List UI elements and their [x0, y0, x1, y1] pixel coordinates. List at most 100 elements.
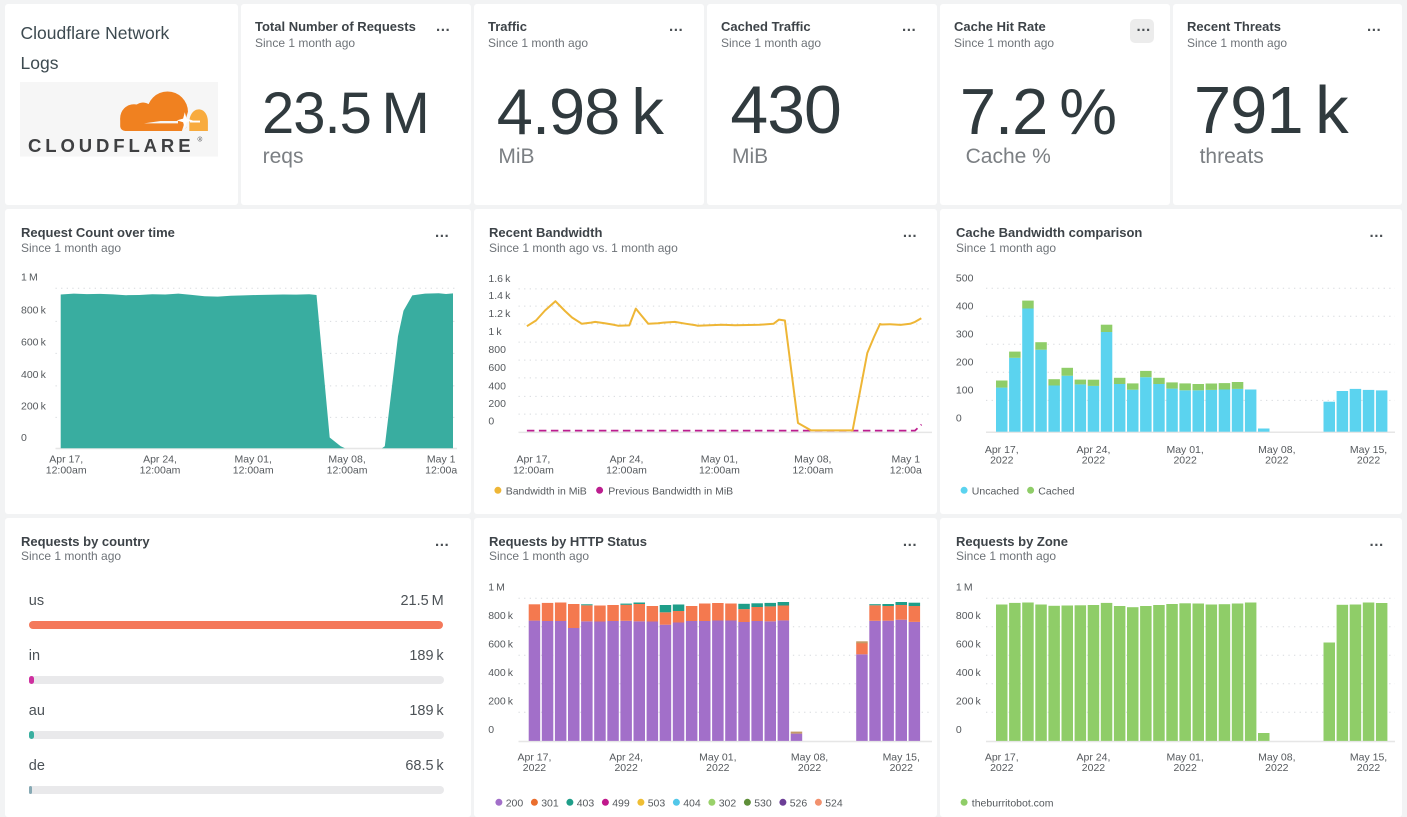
svg-text:Uncached: Uncached: [972, 486, 1019, 498]
svg-text:Apr 17,: Apr 17,: [985, 444, 1019, 456]
svg-text:May 08,: May 08,: [791, 752, 828, 764]
svg-text:May 08,: May 08,: [1258, 752, 1295, 764]
svg-text:May 01,: May 01,: [701, 454, 738, 466]
svg-text:600 k: 600 k: [21, 337, 47, 349]
svg-text:2022: 2022: [706, 762, 730, 774]
svg-text:1 M: 1 M: [488, 582, 505, 594]
svg-text:May 1: May 1: [892, 454, 921, 466]
svg-text:400 k: 400 k: [21, 369, 47, 381]
svg-text:theburritobot.com: theburritobot.com: [972, 798, 1054, 810]
svg-text:2022: 2022: [523, 762, 547, 774]
svg-text:500: 500: [956, 272, 974, 284]
svg-text:12:00am: 12:00am: [327, 465, 368, 477]
svg-text:2022: 2022: [990, 762, 1014, 774]
svg-text:526: 526: [790, 798, 808, 810]
svg-text:800 k: 800 k: [956, 610, 982, 622]
svg-text:12:00am: 12:00am: [140, 465, 181, 477]
svg-text:2022: 2022: [890, 762, 914, 774]
svg-text:503: 503: [648, 798, 666, 810]
svg-text:2022: 2022: [1357, 762, 1381, 774]
svg-text:12:00am: 12:00am: [699, 465, 740, 477]
svg-text:Apr 24,: Apr 24,: [1077, 444, 1111, 456]
svg-text:0: 0: [956, 413, 962, 425]
svg-text:May 08,: May 08,: [328, 454, 365, 466]
svg-text:200: 200: [506, 798, 524, 810]
svg-text:404: 404: [683, 798, 701, 810]
svg-text:2022: 2022: [1357, 454, 1381, 466]
svg-text:2022: 2022: [1173, 454, 1197, 466]
svg-text:2022: 2022: [1265, 762, 1289, 774]
svg-text:12:00am: 12:00am: [606, 465, 647, 477]
svg-text:May 01,: May 01,: [699, 752, 736, 764]
svg-text:1 M: 1 M: [21, 271, 38, 283]
svg-text:May 01,: May 01,: [1166, 444, 1203, 456]
svg-text:0: 0: [956, 724, 962, 736]
svg-text:12:00am: 12:00am: [513, 465, 554, 477]
svg-text:May 08,: May 08,: [794, 454, 831, 466]
svg-text:499: 499: [612, 798, 630, 810]
svg-text:400: 400: [488, 380, 506, 392]
svg-text:12:00am: 12:00am: [233, 465, 274, 477]
svg-text:1 k: 1 k: [488, 326, 502, 338]
svg-text:CLOUDFLARE: CLOUDFLARE: [28, 135, 194, 156]
svg-text:400 k: 400 k: [488, 667, 514, 679]
svg-text:800 k: 800 k: [21, 305, 47, 317]
svg-text:800 k: 800 k: [488, 610, 514, 622]
svg-text:0: 0: [488, 724, 494, 736]
svg-text:Apr 24,: Apr 24,: [143, 454, 177, 466]
svg-text:May 01,: May 01,: [235, 454, 272, 466]
svg-text:200 k: 200 k: [21, 401, 47, 413]
svg-text:2022: 2022: [1265, 454, 1289, 466]
svg-text:0: 0: [488, 416, 494, 428]
svg-text:2022: 2022: [798, 762, 822, 774]
svg-text:May 01,: May 01,: [1166, 752, 1203, 764]
svg-text:530: 530: [754, 798, 772, 810]
svg-text:12:00am: 12:00am: [792, 465, 833, 477]
svg-text:Apr 24,: Apr 24,: [609, 752, 643, 764]
svg-text:May 1: May 1: [427, 454, 456, 466]
svg-text:301: 301: [541, 798, 559, 810]
svg-text:400 k: 400 k: [956, 667, 982, 679]
svg-text:May 15,: May 15,: [1350, 752, 1387, 764]
svg-text:Apr 17,: Apr 17,: [49, 454, 83, 466]
svg-text:2022: 2022: [990, 454, 1014, 466]
svg-text:403: 403: [577, 798, 595, 810]
svg-text:600 k: 600 k: [956, 639, 982, 651]
svg-text:200: 200: [488, 398, 506, 410]
svg-text:1.2 k: 1.2 k: [488, 308, 511, 320]
svg-text:May 08,: May 08,: [1258, 444, 1295, 456]
svg-text:1.4 k: 1.4 k: [488, 290, 511, 302]
svg-text:12:00am: 12:00am: [46, 465, 87, 477]
svg-text:600: 600: [488, 362, 506, 374]
svg-text:Bandwidth in MiB: Bandwidth in MiB: [506, 486, 587, 498]
svg-text:524: 524: [825, 798, 843, 810]
svg-text:Previous Bandwidth in MiB: Previous Bandwidth in MiB: [608, 486, 733, 498]
svg-text:2022: 2022: [1082, 454, 1106, 466]
svg-text:®: ®: [197, 136, 202, 144]
svg-text:2022: 2022: [614, 762, 638, 774]
svg-text:Apr 17,: Apr 17,: [516, 454, 550, 466]
svg-text:May 15,: May 15,: [883, 752, 920, 764]
svg-text:200 k: 200 k: [956, 696, 982, 708]
svg-text:200: 200: [956, 357, 974, 369]
svg-text:Apr 17,: Apr 17,: [518, 752, 552, 764]
svg-text:1.6 k: 1.6 k: [488, 273, 511, 285]
svg-text:2022: 2022: [1082, 762, 1106, 774]
svg-text:Apr 24,: Apr 24,: [1077, 752, 1111, 764]
svg-text:300: 300: [956, 329, 974, 341]
svg-text:0: 0: [21, 432, 27, 444]
svg-text:2022: 2022: [1173, 762, 1197, 774]
svg-text:400: 400: [956, 300, 974, 312]
svg-text:12:00a: 12:00a: [425, 465, 457, 477]
svg-text:600 k: 600 k: [488, 639, 514, 651]
svg-text:302: 302: [719, 798, 737, 810]
svg-text:1 M: 1 M: [956, 582, 973, 594]
svg-text:12:00a: 12:00a: [890, 465, 922, 477]
svg-text:Cached: Cached: [1038, 486, 1074, 498]
svg-text:800: 800: [488, 344, 506, 356]
svg-text:Apr 24,: Apr 24,: [610, 454, 644, 466]
svg-text:May 15,: May 15,: [1350, 444, 1387, 456]
svg-text:200 k: 200 k: [488, 696, 514, 708]
svg-text:Apr 17,: Apr 17,: [985, 752, 1019, 764]
svg-text:100: 100: [956, 385, 974, 397]
